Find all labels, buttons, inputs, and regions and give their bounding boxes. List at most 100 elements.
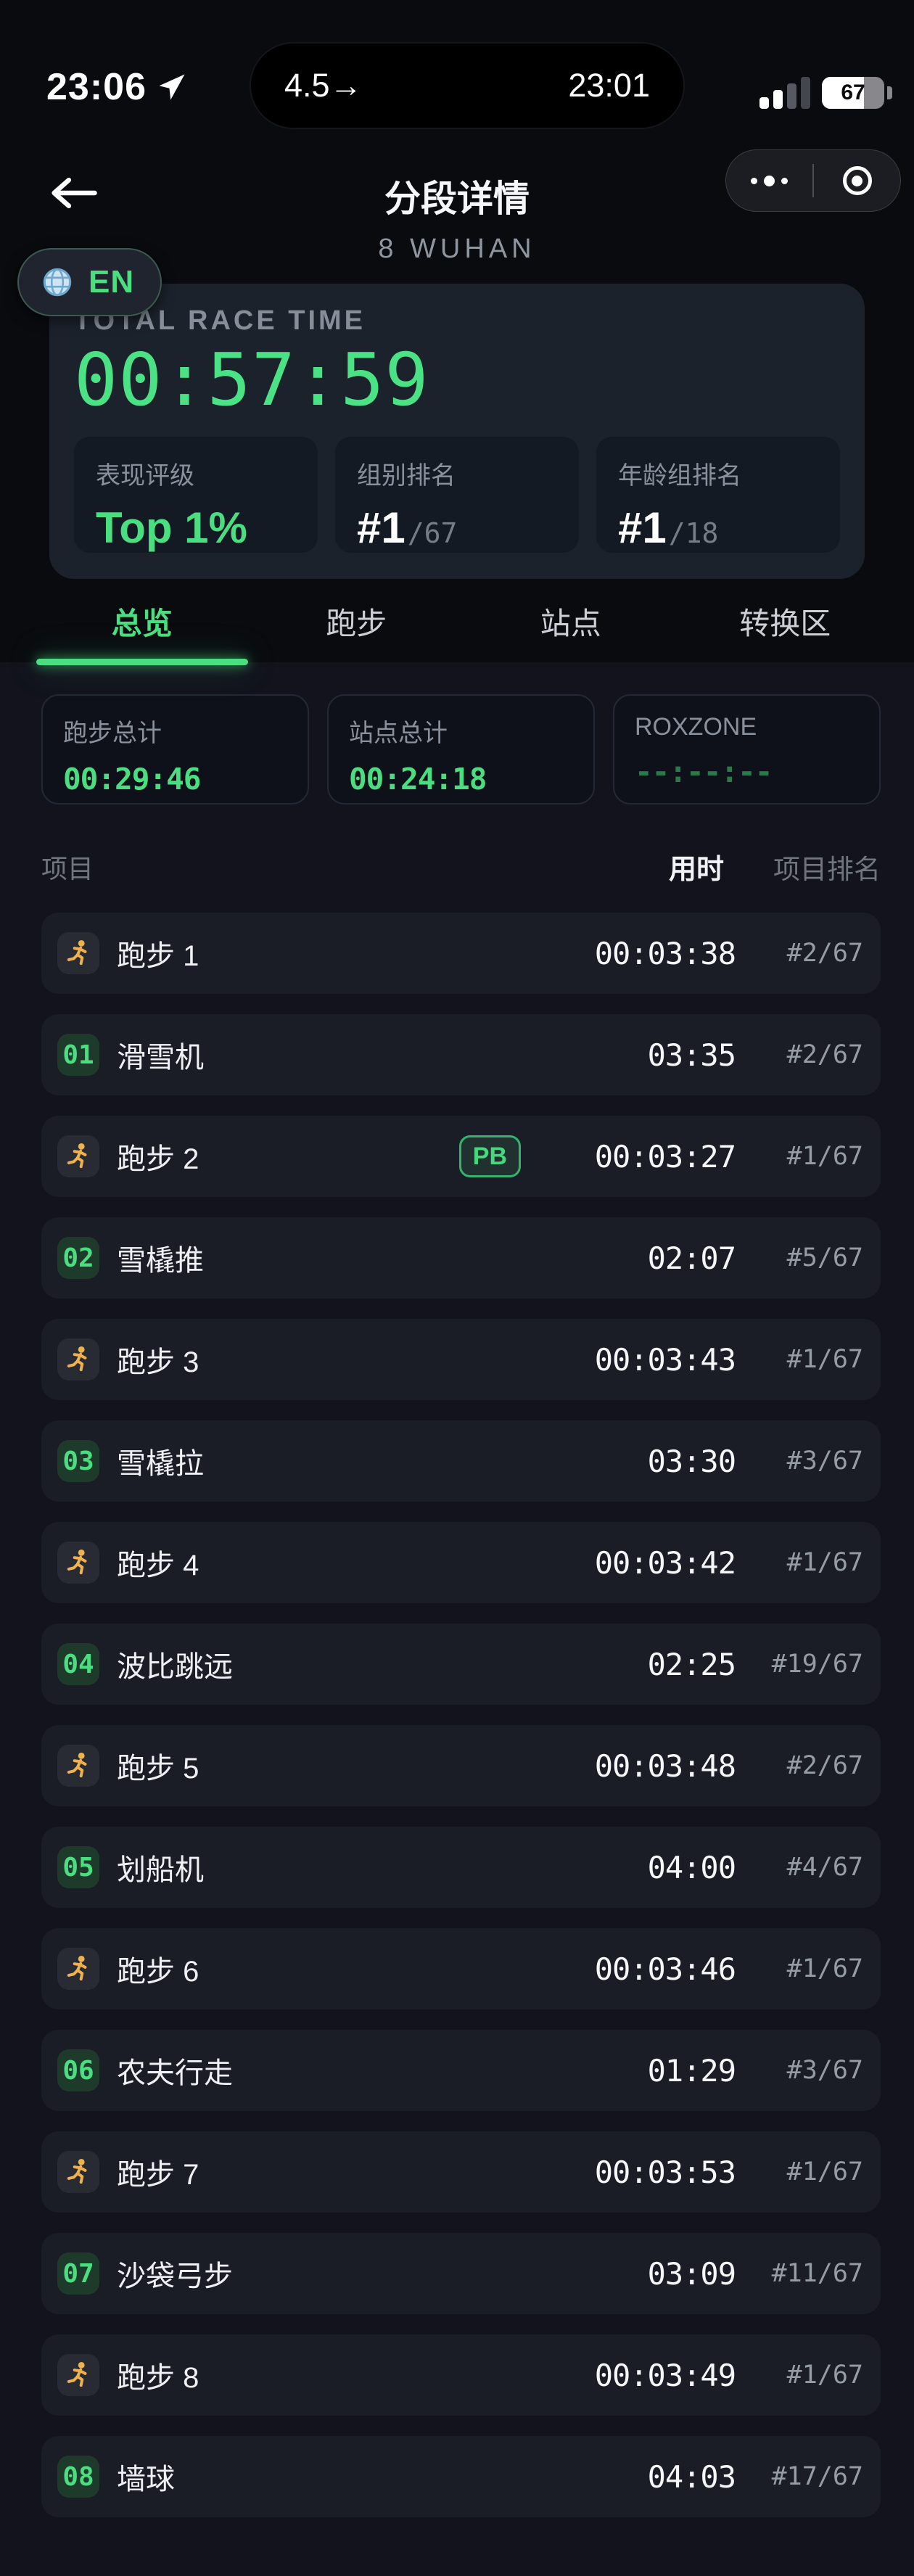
- station-number-badge: 08: [57, 2456, 99, 2498]
- dynamic-island[interactable]: 4.5→ 23:01: [250, 42, 685, 129]
- rank-number: #1: [357, 503, 405, 552]
- row-rank: #19/67: [771, 1650, 863, 1679]
- header-item: 项目: [41, 853, 94, 884]
- row-label: 滑雪机: [117, 1042, 204, 1074]
- station-number: 05: [62, 1852, 94, 1882]
- tab-running[interactable]: 跑步: [250, 599, 464, 662]
- segment-row[interactable]: 01 滑雪机 03:35 #2/67: [41, 1014, 881, 1095]
- runner-icon: [57, 1338, 99, 1380]
- station-number: 07: [62, 2258, 94, 2289]
- summary-label: 跑步总计: [63, 720, 162, 747]
- row-label: 跑步 4: [117, 1550, 199, 1581]
- segment-row[interactable]: 跑步 1 00:03:38 #2/67: [41, 913, 881, 994]
- segment-row[interactable]: 跑步 5 00:03:48 #2/67: [41, 1725, 881, 1806]
- row-label: 雪橇拉: [117, 1448, 204, 1480]
- capsule-divider: [812, 164, 814, 197]
- station-number: 08: [62, 2461, 94, 2492]
- row-rank: #3/67: [786, 2056, 863, 2085]
- segment-row[interactable]: 跑步 6 00:03:46 #1/67: [41, 1928, 881, 2009]
- segment-row[interactable]: 07 沙袋弓步 03:09 #11/67: [41, 2233, 881, 2314]
- summary-roxzone: ROXZONE --:--:--: [613, 694, 881, 805]
- station-number-badge: 05: [57, 1846, 99, 1888]
- row-label: 跑步 5: [117, 1753, 199, 1785]
- hero-stats-row: 表现评级 Top 1% 组别排名 #1 /67 年龄组排名 #1 /18: [74, 437, 840, 553]
- stat-value: #1 /18: [618, 503, 818, 553]
- segment-row[interactable]: 03 雪橇拉 03:30 #3/67: [41, 1420, 881, 1502]
- station-number-badge: 04: [57, 1643, 99, 1685]
- stat-label: 组别排名: [357, 462, 456, 490]
- row-time: 00:03:27: [594, 1138, 736, 1174]
- segment-row[interactable]: 02 雪橇推 02:07 #5/67: [41, 1217, 881, 1299]
- segment-row[interactable]: 05 划船机 04:00 #4/67: [41, 1827, 881, 1908]
- island-left-text: 4.5→: [284, 67, 363, 104]
- row-label: 跑步 8: [117, 2362, 199, 2394]
- more-button[interactable]: [726, 150, 812, 211]
- row-rank: #2/67: [786, 1040, 863, 1069]
- runner-icon: [57, 932, 99, 974]
- segment-row[interactable]: 跑步 2 PB 00:03:27 #1/67: [41, 1116, 881, 1197]
- tab-overview[interactable]: 总览: [35, 599, 250, 665]
- header-time[interactable]: 用时: [669, 847, 724, 886]
- close-minimize-button[interactable]: [814, 150, 900, 211]
- row-rank: #1/67: [786, 1142, 863, 1171]
- back-button[interactable]: [46, 171, 102, 215]
- row-label: 跑步 2: [117, 1143, 199, 1175]
- runner-icon: [57, 1948, 99, 1990]
- station-number-badge: 01: [57, 1034, 99, 1076]
- row-rank: #2/67: [786, 939, 863, 968]
- row-time: 00:03:43: [594, 1341, 736, 1378]
- row-rank: #1/67: [786, 2361, 863, 2390]
- station-number: 04: [62, 1649, 94, 1679]
- station-number-badge: 03: [57, 1440, 99, 1482]
- row-label: 划船机: [117, 1854, 204, 1886]
- row-rank: #5/67: [786, 1243, 863, 1272]
- summary-value: 00:29:46: [63, 762, 201, 797]
- battery-icon: 67: [822, 77, 884, 109]
- island-right-text: 23:01: [568, 67, 650, 104]
- row-label: 雪橇推: [117, 1245, 204, 1277]
- row-time: 04:00: [647, 1849, 736, 1885]
- runner-icon: [57, 1135, 99, 1177]
- summary-value: --:--:--: [635, 754, 773, 789]
- top-section: 23:06 4.5→ 23:01 67 分段详情 8 WUHAN: [0, 0, 914, 665]
- battery-percent: 67: [841, 81, 865, 104]
- row-rank: #2/67: [786, 1751, 863, 1780]
- row-rank: #1/67: [786, 1345, 863, 1374]
- page-title: 分段详情: [384, 178, 530, 219]
- row-label: 跑步 6: [117, 1956, 199, 1988]
- segment-row[interactable]: 04 波比跳远 02:25 #19/67: [41, 1624, 881, 1705]
- event-subtitle: 8 WUHAN: [378, 234, 536, 264]
- station-number: 06: [62, 2055, 94, 2086]
- segment-list: 跑步 1 00:03:38 #2/67 01 滑雪机 03:35 #2/67: [41, 913, 881, 2517]
- total-race-time-label: TOTAL RACE TIME: [74, 305, 366, 336]
- segment-row[interactable]: 06 农夫行走 01:29 #3/67: [41, 2030, 881, 2111]
- row-rank: #1/67: [786, 1548, 863, 1577]
- header-rank[interactable]: 项目排名: [753, 847, 881, 886]
- record-circle-icon: [842, 166, 872, 195]
- tab-stations[interactable]: 站点: [464, 599, 678, 662]
- row-label: 沙袋弓步: [117, 2260, 233, 2292]
- segment-row[interactable]: 08 墙球 04:03 #17/67: [41, 2436, 881, 2517]
- summary-label: ROXZONE: [635, 713, 757, 741]
- runner-icon: [57, 1745, 99, 1787]
- row-rank: #11/67: [771, 2259, 863, 2288]
- globe-icon: [43, 268, 72, 297]
- segment-row[interactable]: 跑步 7 00:03:53 #1/67: [41, 2131, 881, 2213]
- row-rank: #17/67: [771, 2462, 863, 2491]
- station-number-badge: 02: [57, 1237, 99, 1279]
- back-arrow-icon: [52, 177, 97, 209]
- battery-nub: [887, 86, 892, 99]
- row-time: 02:07: [647, 1240, 736, 1276]
- language-label: EN: [88, 264, 135, 300]
- runner-icon: [57, 1542, 99, 1584]
- segment-row[interactable]: 跑步 4 00:03:42 #1/67: [41, 1522, 881, 1603]
- station-number: 01: [62, 1040, 94, 1070]
- stat-agegroup-rank: 年龄组排名 #1 /18: [596, 437, 840, 553]
- pb-badge: PB: [458, 1135, 521, 1177]
- language-toggle[interactable]: EN: [17, 248, 162, 316]
- miniapp-capsule: [725, 149, 901, 212]
- tab-roxzone[interactable]: 转换区: [678, 599, 893, 662]
- segment-row[interactable]: 跑步 3 00:03:43 #1/67: [41, 1319, 881, 1400]
- segment-row[interactable]: 跑步 8 00:03:49 #1/67: [41, 2334, 881, 2416]
- row-label: 跑步 7: [117, 2159, 199, 2191]
